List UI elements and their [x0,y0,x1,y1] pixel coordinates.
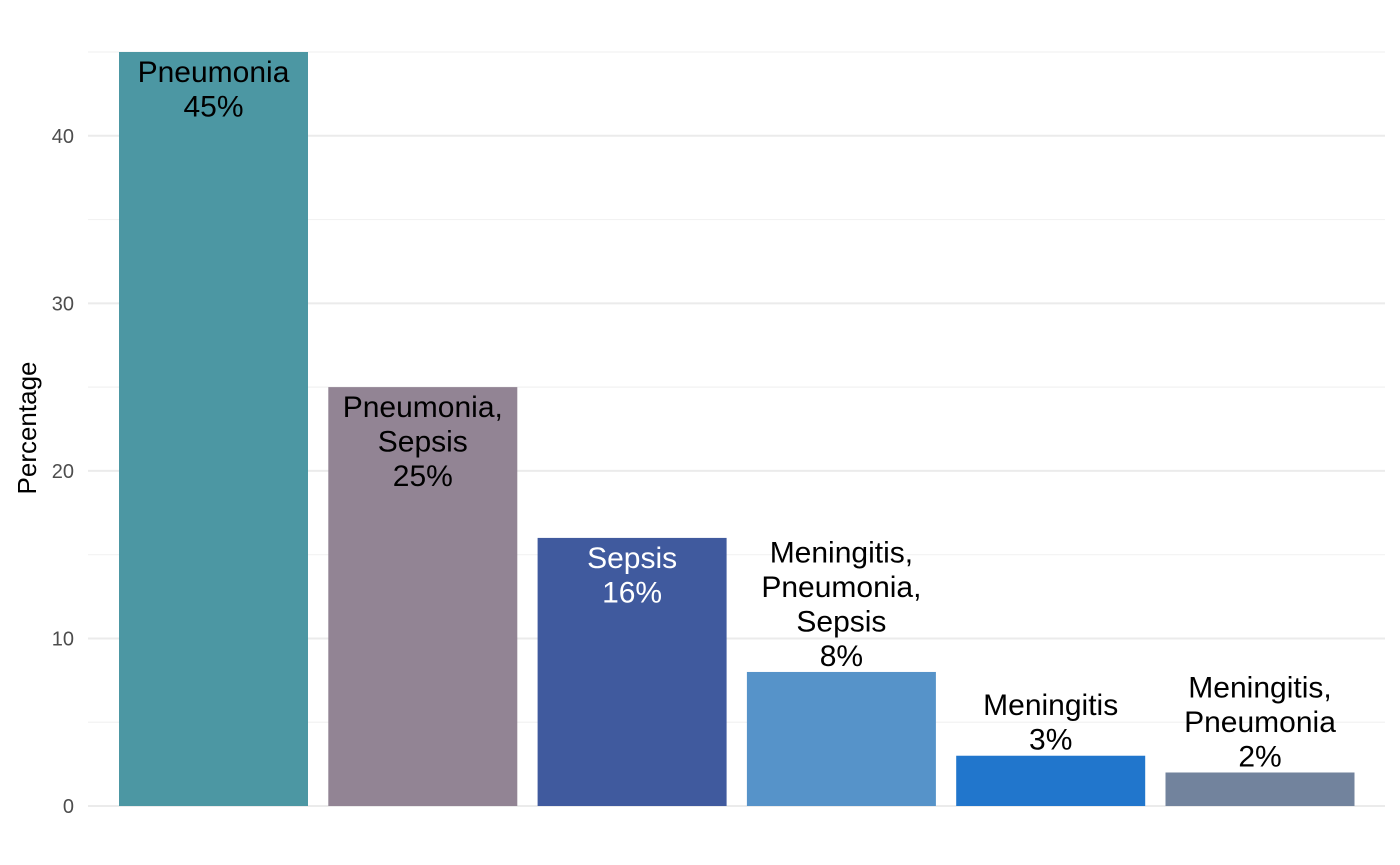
y-axis: 0 10 20 30 40 [52,126,74,818]
y-tick-label: 20 [52,461,74,483]
bar [328,387,518,806]
bar-data-label: Pneumonia 45% [138,56,290,124]
y-tick-label: 30 [52,293,74,315]
bar [537,537,727,806]
bar-data-label: Pneumonia, Sepsis 25% [343,391,503,493]
bar-data-labels: Pneumonia 45% Pneumonia, Sepsis 25% Sepsis 16%… [138,56,1337,773]
y-tick-label: 0 [63,796,74,818]
y-tick-label: 40 [52,126,74,148]
bar [956,755,1146,806]
bar [746,671,936,806]
bar-data-label: Sepsis 16% [587,542,677,610]
bar [1165,772,1355,806]
bar-data-label: Meningitis 3% [983,689,1118,757]
bar [119,52,308,806]
y-tick-label: 10 [52,628,74,650]
bars [119,52,1355,806]
bar-data-label: Meningitis, Pneumonia, Sepsis 8% [761,536,921,673]
y-axis-title: Percentage [12,362,42,495]
bar-data-label: Meningitis, Pneumonia 2% [1184,671,1336,773]
